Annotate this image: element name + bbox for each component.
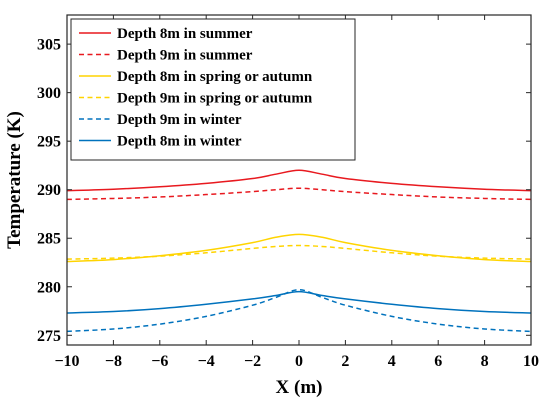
x-tick-label: 4 — [388, 353, 396, 370]
x-tick-label: 0 — [295, 353, 303, 370]
legend-box — [70, 18, 356, 161]
series-line-5 — [66, 290, 532, 314]
legend-label: Depth 9m in summer — [117, 48, 253, 64]
y-tick-label: 290 — [37, 182, 61, 199]
series-line-2 — [66, 233, 532, 263]
x-tick-label: −4 — [198, 353, 215, 370]
legend-label: Depth 8m in spring or autumn — [117, 69, 313, 85]
plot-lines — [66, 169, 532, 333]
legend-label: Depth 8m in winter — [117, 134, 242, 150]
x-tick-label: 2 — [341, 353, 349, 370]
x-tick-label: 6 — [434, 353, 442, 370]
legend-label: Depth 9m in spring or autumn — [117, 91, 313, 107]
x-tick-label: −2 — [244, 353, 261, 370]
series-line-0 — [66, 169, 532, 192]
x-tick-label: 10 — [523, 353, 539, 370]
y-tick-label: 280 — [37, 279, 61, 296]
legend-label: Depth 8m in summer — [117, 26, 253, 42]
y-tick-label: 305 — [37, 37, 61, 54]
y-tick-label: 295 — [37, 134, 61, 151]
series-line-1 — [66, 187, 532, 201]
legend: Depth 8m in summer Depth 9m in summer Dept… — [70, 18, 356, 161]
series-line-3 — [66, 244, 532, 260]
y-tick-label: 285 — [37, 231, 61, 248]
y-axis-ticks: 275 280 285 290 295 300 305 — [37, 37, 531, 345]
x-tick-label: −10 — [54, 353, 79, 370]
x-axis-label: X (m) — [276, 377, 323, 398]
legend-label: Depth 9m in winter — [117, 112, 242, 128]
y-tick-label: 275 — [37, 328, 61, 345]
x-tick-label: −6 — [151, 353, 168, 370]
y-axis-label: Temperature (K) — [4, 111, 25, 249]
y-tick-label: 300 — [37, 85, 61, 102]
x-tick-label: 8 — [481, 353, 489, 370]
x-axis-ticks: −10 −8 −6 −4 −2 0 2 4 6 8 10 — [54, 15, 539, 370]
x-tick-label: −8 — [105, 353, 122, 370]
